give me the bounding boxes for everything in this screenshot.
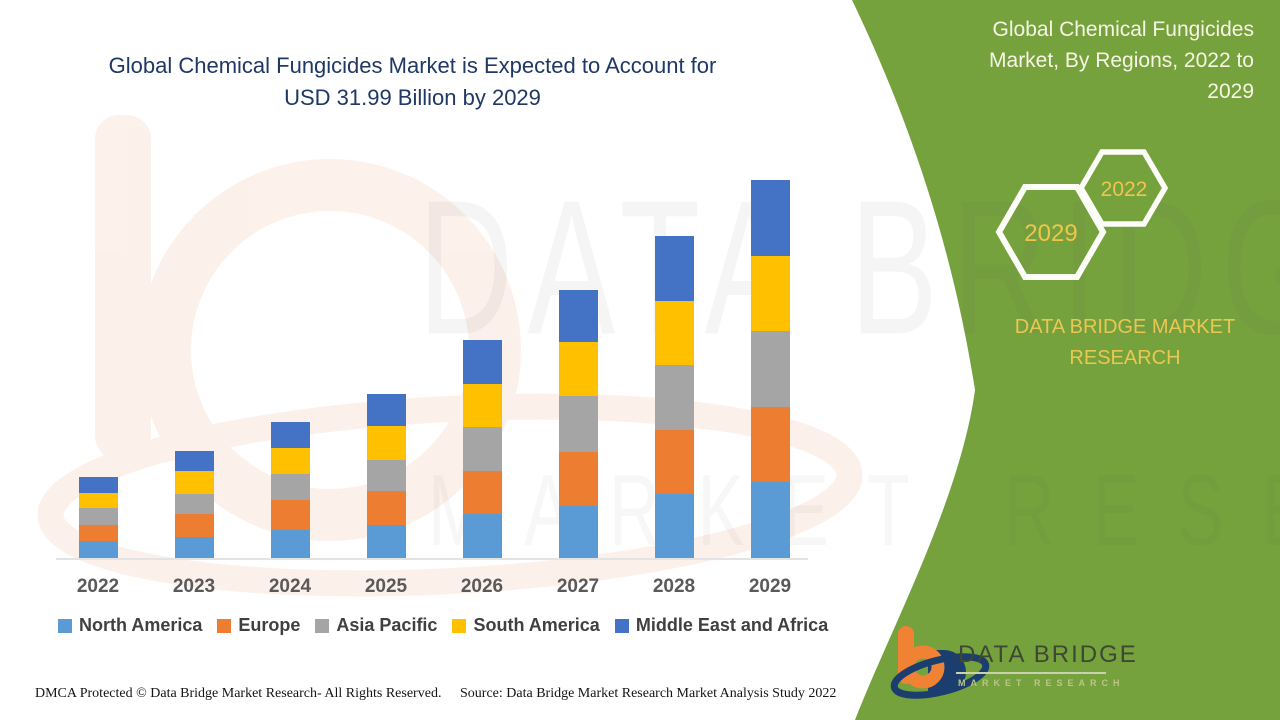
x-axis-label-2028: 2028: [652, 576, 696, 597]
bar-segment-north-america: [558, 506, 598, 558]
x-axis-label-2029: 2029: [748, 576, 792, 597]
hexagon-2029-label: 2029: [1024, 220, 1077, 247]
bar-segment-europe: [654, 430, 694, 495]
legend-item-north-america: North America: [58, 615, 202, 636]
bar-2022: [78, 476, 118, 558]
bar-segment-asia-pacific: [174, 494, 214, 515]
bar-segment-south-america: [78, 493, 118, 509]
bar-2027: [558, 289, 598, 558]
legend-swatch: [217, 618, 232, 633]
legend-swatch: [452, 618, 467, 633]
legend-label: Middle East and Africa: [635, 615, 829, 635]
bar-segment-asia-pacific: [558, 396, 598, 452]
x-axis-label-2027: 2027: [556, 576, 600, 597]
brand-name-line1: DATA BRIDGE MARKET: [1014, 316, 1236, 338]
bar-segment-north-america: [78, 541, 118, 558]
bar-segment-north-america: [174, 536, 214, 558]
chart-title-line1: Global Chemical Fungicides Market is Exp…: [108, 53, 717, 78]
bar-segment-south-america: [462, 384, 502, 427]
bar-segment-europe: [462, 470, 502, 515]
side-panel-title-line1: Global Chemical Fungicides: [992, 18, 1254, 41]
x-axis-labels: 2022 2023 2024 2025 2026 2027 2028 2029: [60, 576, 805, 600]
bar-2028: [654, 235, 694, 558]
legend-item-europe: Europe: [217, 615, 300, 636]
legend-label: Europe: [238, 615, 301, 635]
legend-swatch: [315, 618, 330, 633]
bar-segment-middle-east-and-africa: [462, 339, 502, 385]
bar-segment-europe: [558, 451, 598, 507]
legend-label: Asia Pacific: [336, 615, 438, 635]
legend-item-asia-pacific: Asia Pacific: [315, 615, 437, 636]
bar-segment-south-america: [174, 470, 214, 495]
bar-segment-europe: [270, 500, 310, 530]
legend-swatch: [614, 618, 629, 633]
x-axis-label-2026: 2026: [460, 576, 504, 597]
side-panel-title: Global Chemical Fungicides Market, By Re…: [924, 14, 1254, 107]
chart-title-line2: USD 31.99 Billion by 2029: [284, 85, 541, 110]
bar-segment-middle-east-and-africa: [558, 289, 598, 342]
year-hexagons: 2029 2022: [995, 149, 1169, 280]
bar-segment-asia-pacific: [78, 508, 118, 525]
bar-segment-middle-east-and-africa: [750, 180, 790, 256]
bar-segment-europe: [366, 490, 406, 525]
chart-legend: North America Europe Asia Pacific South Ame…: [58, 615, 838, 636]
bar-2026: [462, 339, 502, 558]
dmca-notice: DMCA Protected © Data Bridge Market Rese…: [35, 686, 442, 701]
hexagon-2029-shape: [995, 184, 1107, 280]
x-axis-line: [56, 558, 808, 560]
bar-segment-south-america: [270, 448, 310, 475]
bar-segment-north-america: [366, 524, 406, 558]
bar-segment-europe: [78, 524, 118, 542]
bar-segment-middle-east-and-africa: [78, 476, 118, 494]
legend-label: South America: [473, 615, 600, 635]
legend-label: North America: [79, 615, 203, 635]
chart-plot: [56, 180, 808, 560]
bar-2025: [366, 393, 406, 558]
side-panel-title-line3: 2029: [1207, 80, 1254, 103]
bar-2023: [174, 450, 214, 558]
logo-underline: [956, 672, 1106, 674]
bar-segment-europe: [174, 514, 214, 537]
logo-tagline: MARKET RESEARCH: [958, 678, 1125, 688]
bar-segment-north-america: [270, 529, 310, 558]
x-axis-label-2025: 2025: [364, 576, 408, 597]
brand-name-text: DATA BRIDGE MARKET RESEARCH: [980, 312, 1270, 374]
bar-segment-asia-pacific: [750, 331, 790, 407]
chart-title: Global Chemical Fungicides Market is Exp…: [75, 50, 750, 114]
bar-segment-middle-east-and-africa: [366, 393, 406, 426]
bar-segment-north-america: [654, 494, 694, 558]
bar-2024: [270, 422, 310, 558]
hexagon-2022-label: 2022: [1101, 178, 1148, 201]
bar-segment-asia-pacific: [462, 426, 502, 471]
brand-name-line2: RESEARCH: [1069, 347, 1181, 369]
side-panel-title-line2: Market, By Regions, 2022 to: [989, 49, 1254, 72]
bar-segment-asia-pacific: [270, 474, 310, 501]
bar-segment-asia-pacific: [654, 365, 694, 431]
x-axis-label-2024: 2024: [268, 576, 312, 597]
bar-segment-europe: [750, 406, 790, 483]
bar-segment-south-america: [750, 255, 790, 332]
x-axis-label-2022: 2022: [76, 576, 120, 597]
data-bridge-logo-icon: [890, 626, 990, 699]
bar-segment-south-america: [654, 300, 694, 366]
bar-segment-asia-pacific: [366, 459, 406, 491]
bar-segment-north-america: [462, 514, 502, 558]
legend-swatch: [58, 618, 72, 633]
bar-segment-middle-east-and-africa: [270, 422, 310, 449]
legend-item-middle-east-and-africa: Middle East and Africa: [614, 615, 829, 636]
bar-segment-south-america: [558, 341, 598, 397]
bar-segment-south-america: [366, 425, 406, 460]
x-axis-label-2023: 2023: [172, 576, 216, 597]
logo-company-name: DATA BRIDGE: [958, 641, 1138, 668]
source-note: Source: Data Bridge Market Research Mark…: [460, 686, 837, 701]
bar-segment-middle-east-and-africa: [654, 235, 694, 301]
bar-segment-middle-east-and-africa: [174, 450, 214, 471]
bar-2029: [750, 180, 790, 558]
legend-item-south-america: South America: [452, 615, 600, 636]
hexagon-2022-shape: [1077, 149, 1169, 227]
bar-segment-north-america: [750, 482, 790, 558]
